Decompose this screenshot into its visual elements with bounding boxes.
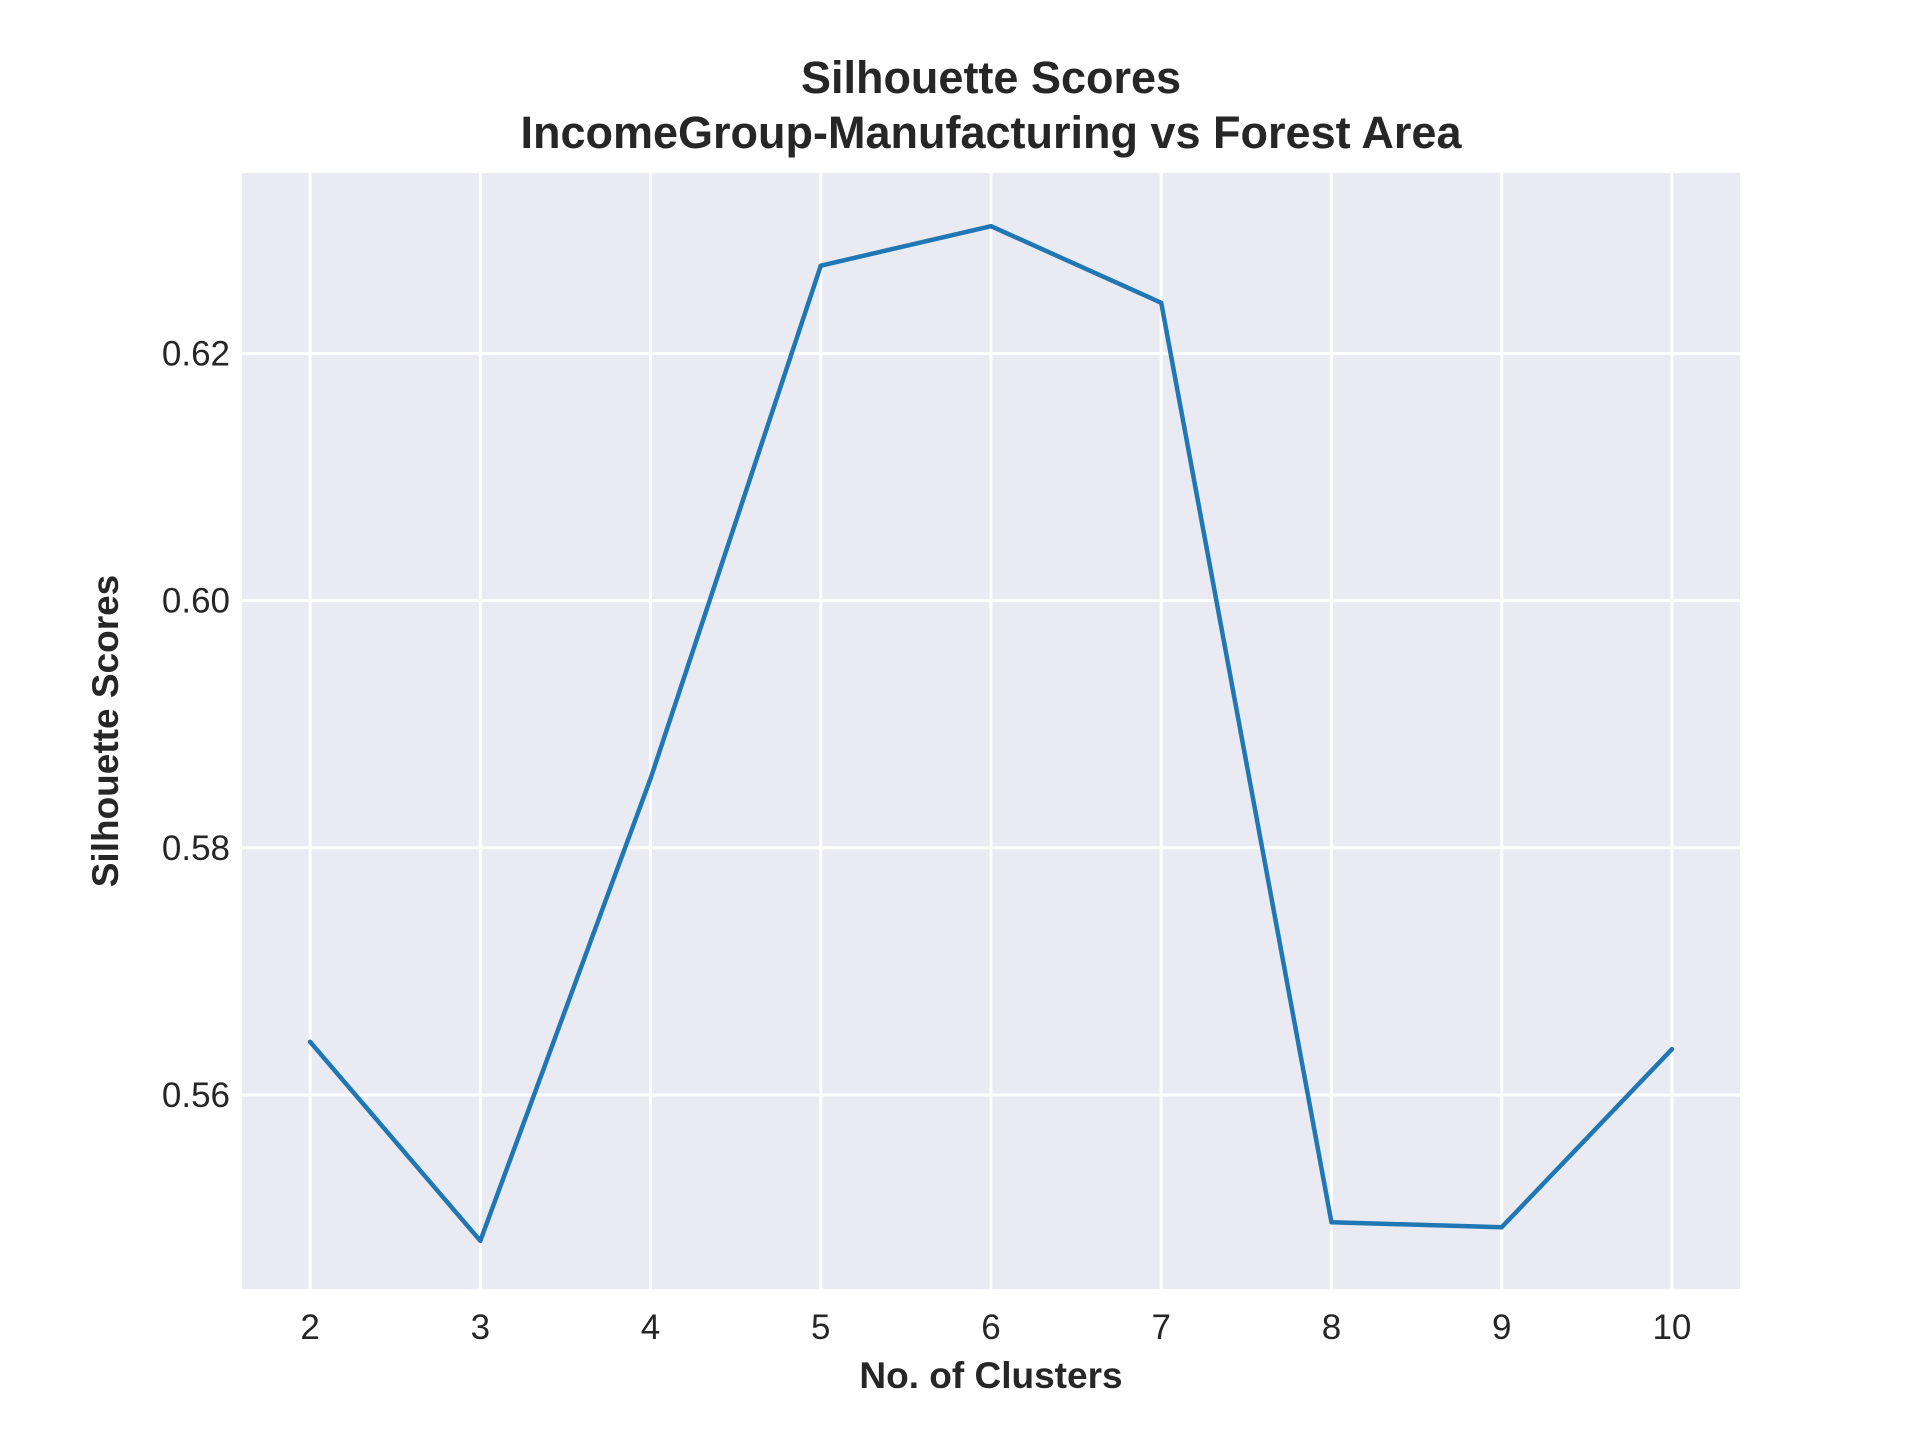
x-tick-label: 10 <box>1652 1308 1691 1347</box>
data-point <box>818 263 823 268</box>
data-point <box>478 1238 483 1244</box>
data-point <box>1329 1220 1334 1225</box>
data-point <box>1499 1225 1504 1230</box>
x-tick-label: 6 <box>981 1308 1000 1347</box>
x-tick-label: 4 <box>641 1308 660 1347</box>
x-tick-label: 9 <box>1492 1308 1511 1347</box>
data-point <box>988 223 994 229</box>
y-tick-label: 0.60 <box>162 582 230 621</box>
data-point <box>307 1039 313 1045</box>
data-point <box>648 776 653 781</box>
y-tick-label: 0.56 <box>162 1076 230 1115</box>
x-gridlines <box>308 173 1674 1289</box>
x-tick-label: 2 <box>300 1308 319 1347</box>
x-axis-label: No. of Clusters <box>859 1355 1122 1396</box>
chart-title-line-2: IncomeGroup-Manufacturing vs Forest Area <box>521 107 1463 158</box>
y-tick-label: 0.62 <box>162 334 230 373</box>
y-tick-label: 0.58 <box>162 829 230 868</box>
x-tick-label: 5 <box>811 1308 830 1347</box>
x-tick-label: 7 <box>1151 1308 1170 1347</box>
data-point <box>1159 300 1164 305</box>
x-tick-label: 3 <box>471 1308 490 1347</box>
x-tick-label: 8 <box>1322 1308 1341 1347</box>
y-gridlines <box>242 351 1740 1097</box>
y-axis-label: Silhouette Scores <box>85 575 126 888</box>
series-layer <box>307 223 1675 1244</box>
chart-title-line-1: Silhouette Scores <box>801 52 1181 103</box>
y-tick-labels: 0.56 0.58 0.60 0.62 <box>162 334 230 1115</box>
x-tick-labels: 2 3 4 5 6 7 8 9 10 <box>300 1308 1691 1347</box>
data-point <box>1669 1047 1675 1052</box>
